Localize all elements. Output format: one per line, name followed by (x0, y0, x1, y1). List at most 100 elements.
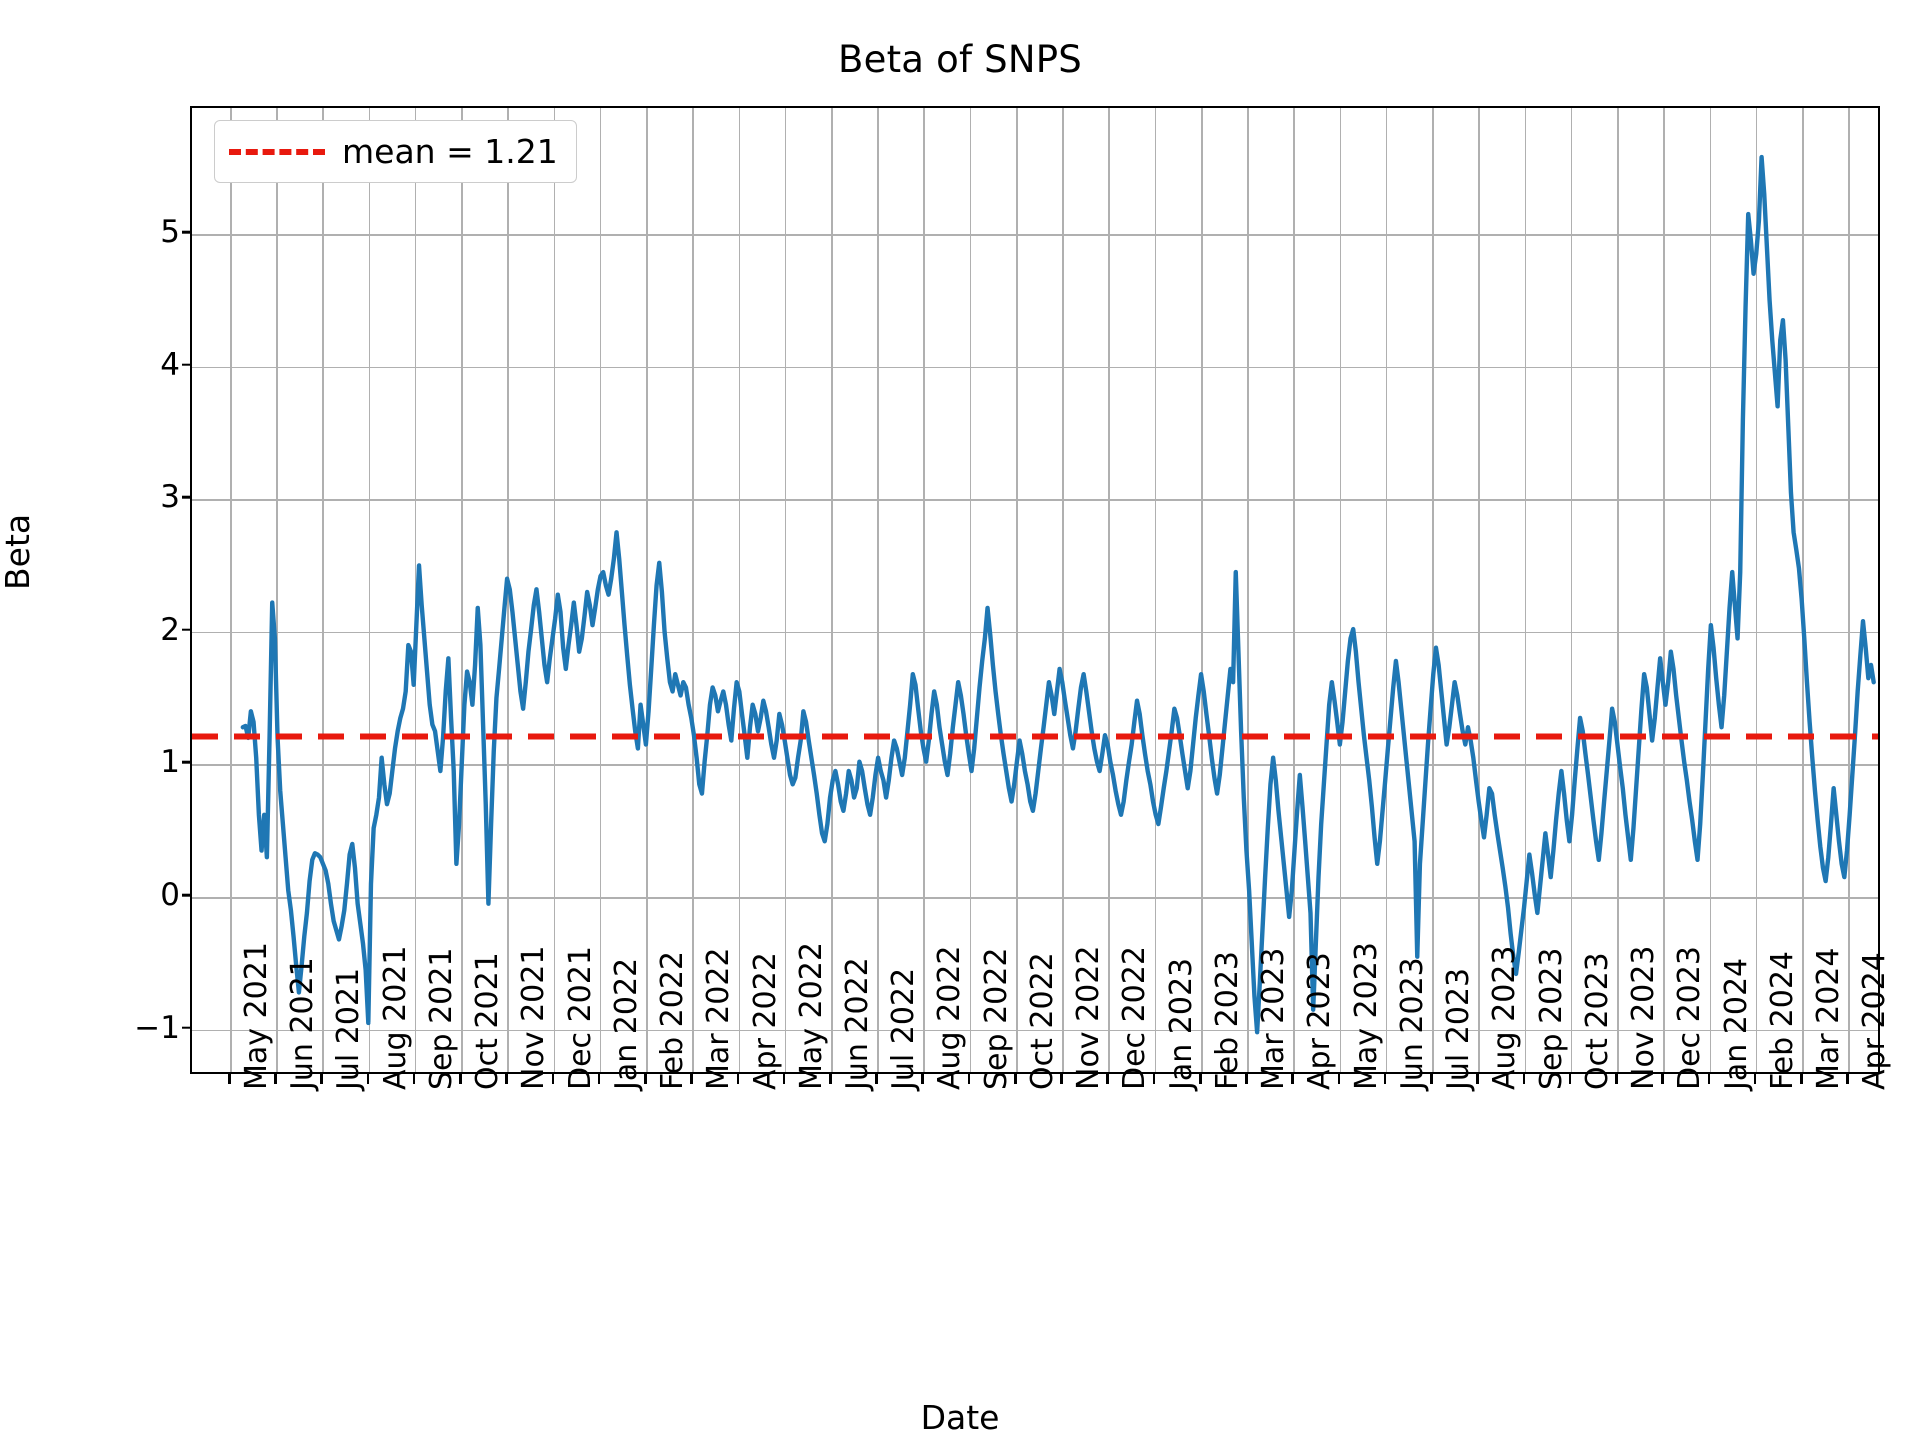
x-tick-label: Jan 2024 (1718, 957, 1754, 1090)
x-tick-label: Feb 2023 (1209, 951, 1245, 1090)
x-tick-label: Jun 2023 (1394, 957, 1430, 1090)
gridline-vertical (1848, 108, 1850, 1072)
gridline-vertical (784, 108, 787, 1072)
x-tick-mark (829, 1074, 832, 1084)
x-tick-label: May 2023 (1348, 942, 1384, 1090)
x-tick-mark (875, 1074, 878, 1084)
x-tick-mark (1106, 1074, 1110, 1084)
x-tick-label: Oct 2021 (470, 952, 506, 1090)
gridline-vertical (1108, 108, 1111, 1072)
gridline-vertical (1015, 108, 1018, 1072)
x-tick-label: Dec 2022 (1117, 946, 1153, 1090)
x-tick-mark (274, 1074, 277, 1084)
gridline-vertical (969, 108, 972, 1072)
x-tick-label: Jul 2022 (886, 967, 922, 1090)
x-tick-mark (1430, 1074, 1433, 1084)
x-tick-mark (459, 1074, 462, 1084)
x-tick-mark (1707, 1074, 1711, 1084)
x-tick-label: Sep 2021 (423, 947, 459, 1090)
x-tick-label: Nov 2022 (1071, 945, 1107, 1090)
gridline-horizontal (192, 764, 1878, 766)
gridline-vertical (229, 108, 232, 1072)
beta-line-series (192, 154, 1878, 1035)
x-tick-mark (1013, 1074, 1017, 1084)
x-tick-label: Dec 2023 (1672, 946, 1708, 1090)
x-tick-mark (1753, 1074, 1757, 1084)
gridline-vertical (276, 108, 278, 1072)
y-axis-label: Beta (0, 513, 37, 590)
x-tick-mark (1337, 1074, 1341, 1084)
series-layer (192, 108, 1878, 1072)
x-tick-mark (1568, 1074, 1572, 1084)
gridline-vertical (1524, 108, 1527, 1072)
x-tick-mark (1291, 1074, 1294, 1084)
x-tick-label: Nov 2023 (1626, 945, 1662, 1090)
gridline-vertical (1755, 108, 1758, 1072)
gridline-vertical (1293, 108, 1295, 1072)
gridline-vertical (414, 108, 417, 1072)
x-tick-label: Jun 2022 (840, 957, 875, 1090)
x-tick-mark (736, 1074, 740, 1084)
gridline-vertical (738, 108, 741, 1072)
gridline-vertical (923, 108, 926, 1072)
gridline-vertical (1478, 108, 1480, 1072)
x-tick-label: Mar 2022 (701, 947, 737, 1091)
y-tick-mark (182, 363, 191, 366)
chart-title: Beta of SNPS (838, 38, 1082, 81)
x-tick-label: Mar 2023 (1256, 947, 1292, 1091)
x-tick-mark (921, 1074, 925, 1084)
x-tick-mark (1383, 1074, 1387, 1084)
x-tick-label: Jul 2021 (331, 967, 367, 1090)
x-tick-label: Oct 2023 (1579, 952, 1615, 1090)
x-tick-label: Feb 2022 (655, 951, 691, 1090)
x-tick-mark (227, 1074, 231, 1084)
x-tick-label: Nov 2021 (516, 945, 552, 1090)
gridline-vertical (646, 108, 648, 1072)
gridline-vertical (831, 108, 833, 1072)
x-tick-mark (1198, 1074, 1202, 1084)
x-tick-label: Apr 2024 (1857, 952, 1893, 1090)
x-tick-label: Jul 2023 (1441, 967, 1477, 1090)
x-tick-label: Aug 2023 (1487, 945, 1523, 1090)
gridline-vertical (1663, 108, 1665, 1072)
gridline-vertical (1385, 108, 1388, 1072)
y-tick-mark (182, 761, 191, 764)
x-tick-mark (412, 1074, 416, 1084)
x-tick-label: Jan 2023 (1163, 957, 1199, 1090)
x-tick-mark (1615, 1074, 1618, 1084)
x-tick-mark (1661, 1074, 1664, 1084)
gridline-vertical (1339, 108, 1342, 1072)
x-tick-mark (1522, 1074, 1526, 1084)
gridline-vertical (1432, 108, 1434, 1072)
x-tick-label: Mar 2024 (1811, 947, 1846, 1091)
x-tick-mark (597, 1074, 601, 1084)
x-tick-mark (644, 1074, 647, 1084)
gridline-vertical (1709, 108, 1712, 1072)
gridline-vertical (1247, 108, 1249, 1072)
x-tick-label: Jan 2022 (608, 957, 644, 1090)
y-tick-label: 2 (160, 611, 180, 648)
gridline-horizontal (192, 233, 1878, 236)
y-tick-mark (182, 495, 191, 499)
gridline-vertical (1570, 108, 1573, 1072)
x-tick-mark (690, 1074, 693, 1084)
x-tick-label: Aug 2021 (377, 945, 413, 1090)
y-tick-label: 0 (160, 876, 180, 913)
gridline-vertical (877, 108, 879, 1072)
x-tick-mark (320, 1074, 323, 1084)
gridline-horizontal (192, 631, 1878, 634)
gridline-vertical (692, 108, 694, 1072)
gridline-horizontal (192, 499, 1878, 501)
x-tick-label: Jun 2021 (285, 957, 321, 1090)
x-tick-mark (1476, 1074, 1479, 1084)
gridline-vertical (368, 108, 371, 1072)
legend-mean-label: mean = 1.21 (342, 132, 558, 171)
y-tick-label: 5 (160, 213, 180, 250)
gridline-vertical (599, 108, 602, 1072)
x-tick-mark (1800, 1074, 1803, 1084)
gridline-horizontal (192, 1029, 1878, 1032)
y-tick-mark (182, 893, 191, 897)
y-tick-mark (182, 230, 191, 234)
y-tick-label: 3 (160, 479, 180, 516)
